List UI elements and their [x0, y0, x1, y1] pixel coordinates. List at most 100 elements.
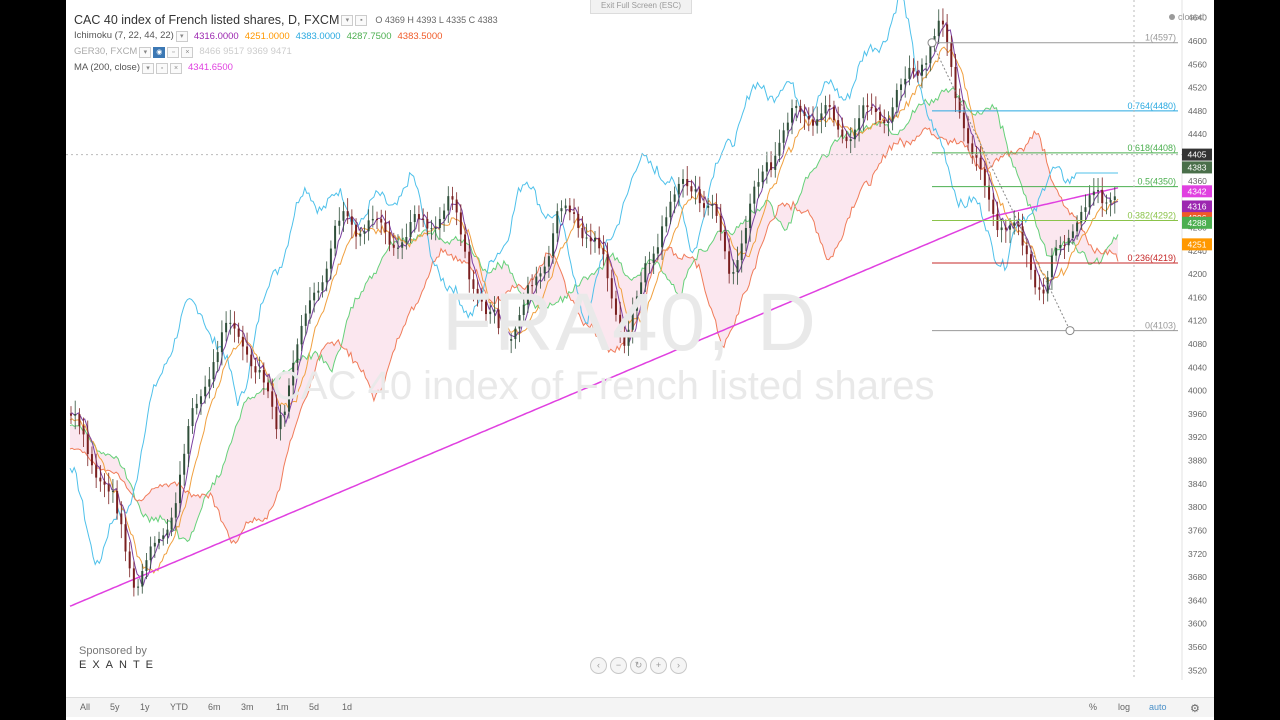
- candle-body: [170, 517, 173, 530]
- candle-body: [841, 129, 844, 137]
- candle-body: [78, 414, 81, 426]
- y-tick-label: 3600: [1188, 619, 1207, 629]
- ichimoku-value-0: 4316.0000: [193, 31, 239, 42]
- price-badge: [1182, 161, 1212, 174]
- range-button-1d[interactable]: 1d: [342, 702, 353, 712]
- log-toggle[interactable]: log: [1118, 702, 1131, 712]
- candle-body: [946, 24, 949, 43]
- candle-body: [267, 382, 270, 392]
- candle-body: [505, 335, 508, 341]
- fib-handle-top[interactable]: [927, 38, 937, 48]
- fib-trend-line: [931, 42, 1071, 331]
- y-tick-label: 3920: [1188, 432, 1207, 442]
- y-tick-label: 4040: [1188, 362, 1207, 372]
- candle-body: [547, 256, 550, 267]
- settings-icon[interactable]: ▪: [355, 14, 368, 26]
- ma-menu-icon[interactable]: ▾: [142, 62, 154, 74]
- candle-body: [707, 205, 710, 208]
- price-badge-label: 4316: [1188, 201, 1207, 211]
- range-button-3m[interactable]: 3m: [241, 702, 254, 712]
- candle-body: [174, 503, 177, 518]
- candle-body: [1113, 196, 1116, 201]
- zoom-out-icon[interactable]: −: [610, 657, 627, 674]
- percent-toggle[interactable]: %: [1089, 702, 1098, 712]
- range-button-all[interactable]: All: [80, 702, 91, 712]
- candle-body: [468, 251, 471, 280]
- candle-body: [648, 262, 651, 264]
- compare-label[interactable]: GER30, FXCM: [74, 46, 138, 57]
- candle-body: [1084, 207, 1087, 212]
- candle-body: [526, 285, 529, 305]
- range-button-6m[interactable]: 6m: [208, 702, 221, 712]
- exit-fullscreen-button[interactable]: Exit Full Screen (ESC): [590, 0, 692, 14]
- candle-body: [145, 560, 148, 571]
- candle-body: [128, 551, 131, 569]
- ichimoku-value-1: 4251.0000: [244, 31, 290, 42]
- candle-body: [476, 288, 479, 296]
- symbol-title[interactable]: CAC 40 index of French listed shares, D,…: [74, 13, 340, 27]
- sponsor-block[interactable]: Sponsored by EXANTE: [79, 645, 159, 671]
- range-button-1m[interactable]: 1m: [276, 702, 289, 712]
- ichimoku-value-3: 4287.7500: [346, 31, 392, 42]
- candle-body: [807, 116, 810, 120]
- candle-body: [941, 20, 944, 25]
- fib-handle-bottom[interactable]: [1065, 326, 1075, 336]
- candle-body: [765, 162, 768, 172]
- candle-body: [698, 189, 701, 204]
- range-button-ytd[interactable]: YTD: [170, 702, 188, 712]
- ma-settings-icon[interactable]: ▫: [156, 62, 168, 74]
- candle-body: [1071, 231, 1074, 238]
- candle-body: [1050, 255, 1053, 278]
- visibility-eye-icon[interactable]: ◉: [153, 46, 166, 58]
- ma-label[interactable]: MA (200, close): [74, 62, 140, 73]
- candle-body: [661, 226, 664, 248]
- candle-body: [292, 362, 295, 386]
- zoom-in-icon[interactable]: +: [650, 657, 667, 674]
- candle-body: [1088, 195, 1091, 208]
- candle-body: [392, 244, 395, 248]
- candle-body: [883, 119, 886, 124]
- candle-body: [342, 211, 345, 221]
- candle-body: [753, 186, 756, 204]
- candle-body: [556, 211, 559, 234]
- y-tick-label: 4600: [1188, 36, 1207, 46]
- gear-icon[interactable]: ⚙: [1190, 703, 1200, 715]
- candle-body: [74, 414, 77, 416]
- scroll-right-icon[interactable]: ›: [670, 657, 687, 674]
- candle-body: [962, 112, 965, 129]
- price-badge: [1182, 216, 1212, 229]
- compare-close-icon[interactable]: ×: [181, 46, 194, 58]
- range-button-5y[interactable]: 5y: [110, 702, 120, 712]
- candle-body: [958, 98, 961, 113]
- y-tick-label: 4080: [1188, 339, 1207, 349]
- candle-body: [1063, 245, 1066, 247]
- ichimoku-label[interactable]: Ichimoku (7, 22, 44, 22): [74, 30, 174, 41]
- candle-body: [979, 157, 982, 169]
- range-button-1y[interactable]: 1y: [140, 702, 150, 712]
- fib-level-label: 0.236(4219): [1127, 253, 1176, 263]
- dropdown-icon[interactable]: ▾: [341, 14, 354, 26]
- ma-close-icon[interactable]: ×: [170, 62, 182, 74]
- y-tick-label: 4560: [1188, 59, 1207, 69]
- candle-body: [560, 208, 563, 212]
- price-badge: [1182, 200, 1212, 213]
- candle-body: [619, 314, 622, 336]
- auto-toggle[interactable]: auto: [1149, 702, 1167, 712]
- candle-body: [1059, 245, 1062, 249]
- market-status: closed: [1168, 12, 1204, 22]
- reset-icon[interactable]: ↻: [630, 657, 647, 674]
- candle-body: [1105, 202, 1108, 204]
- price-badge-label: 4288: [1188, 218, 1207, 228]
- compare-settings-icon[interactable]: ▫: [167, 46, 180, 58]
- range-button-5d[interactable]: 5d: [309, 702, 320, 712]
- candle-body: [862, 105, 865, 119]
- sponsor-label: Sponsored by: [79, 645, 147, 657]
- scroll-left-icon[interactable]: ‹: [590, 657, 607, 674]
- candle-body: [832, 106, 835, 121]
- compare-menu-icon[interactable]: ▾: [139, 46, 152, 58]
- y-tick-label: 4160: [1188, 292, 1207, 302]
- candle-body: [644, 263, 647, 283]
- indicator-menu-icon[interactable]: ▾: [175, 30, 188, 42]
- y-tick-label: 3640: [1188, 595, 1207, 605]
- candle-body: [334, 225, 337, 249]
